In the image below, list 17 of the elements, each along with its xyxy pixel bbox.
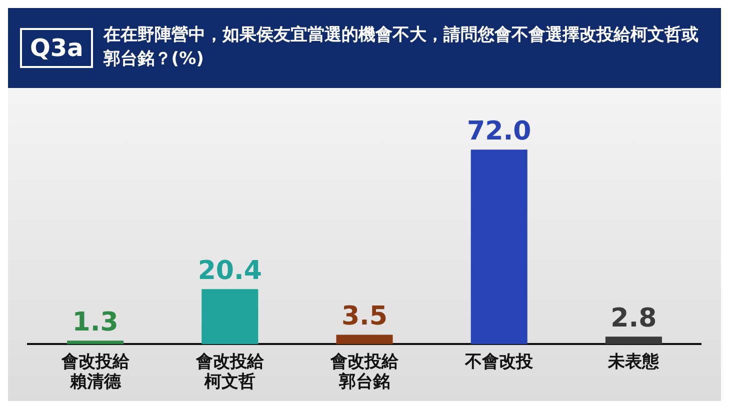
- data-label: 20.4: [198, 256, 262, 286]
- x-tick-label: 未表態: [607, 352, 660, 372]
- bar: [605, 336, 662, 344]
- x-tick-label: 會改投給柯文哲: [194, 352, 265, 392]
- data-label: 1.3: [72, 307, 118, 338]
- x-tick-label: 會改投給賴清德: [60, 352, 130, 392]
- chart-title: 在在野陣營中，如果侯友宜當選的機會不大，請問您會不會選擇改投給柯文哲或郭台銘？(%): [103, 24, 700, 71]
- bar: [202, 289, 258, 344]
- x-tick-label: 不會改投: [464, 352, 534, 372]
- bar: [336, 334, 393, 344]
- data-label: 2.8: [610, 303, 657, 334]
- bar: [470, 150, 528, 344]
- chart-subtitle: Q3a: [20, 28, 94, 68]
- data-label: 3.5: [341, 301, 388, 332]
- data-label: 72.0: [467, 116, 532, 146]
- bar: [67, 340, 124, 344]
- x-tick-label: 會改投給郭台銘: [330, 352, 400, 392]
